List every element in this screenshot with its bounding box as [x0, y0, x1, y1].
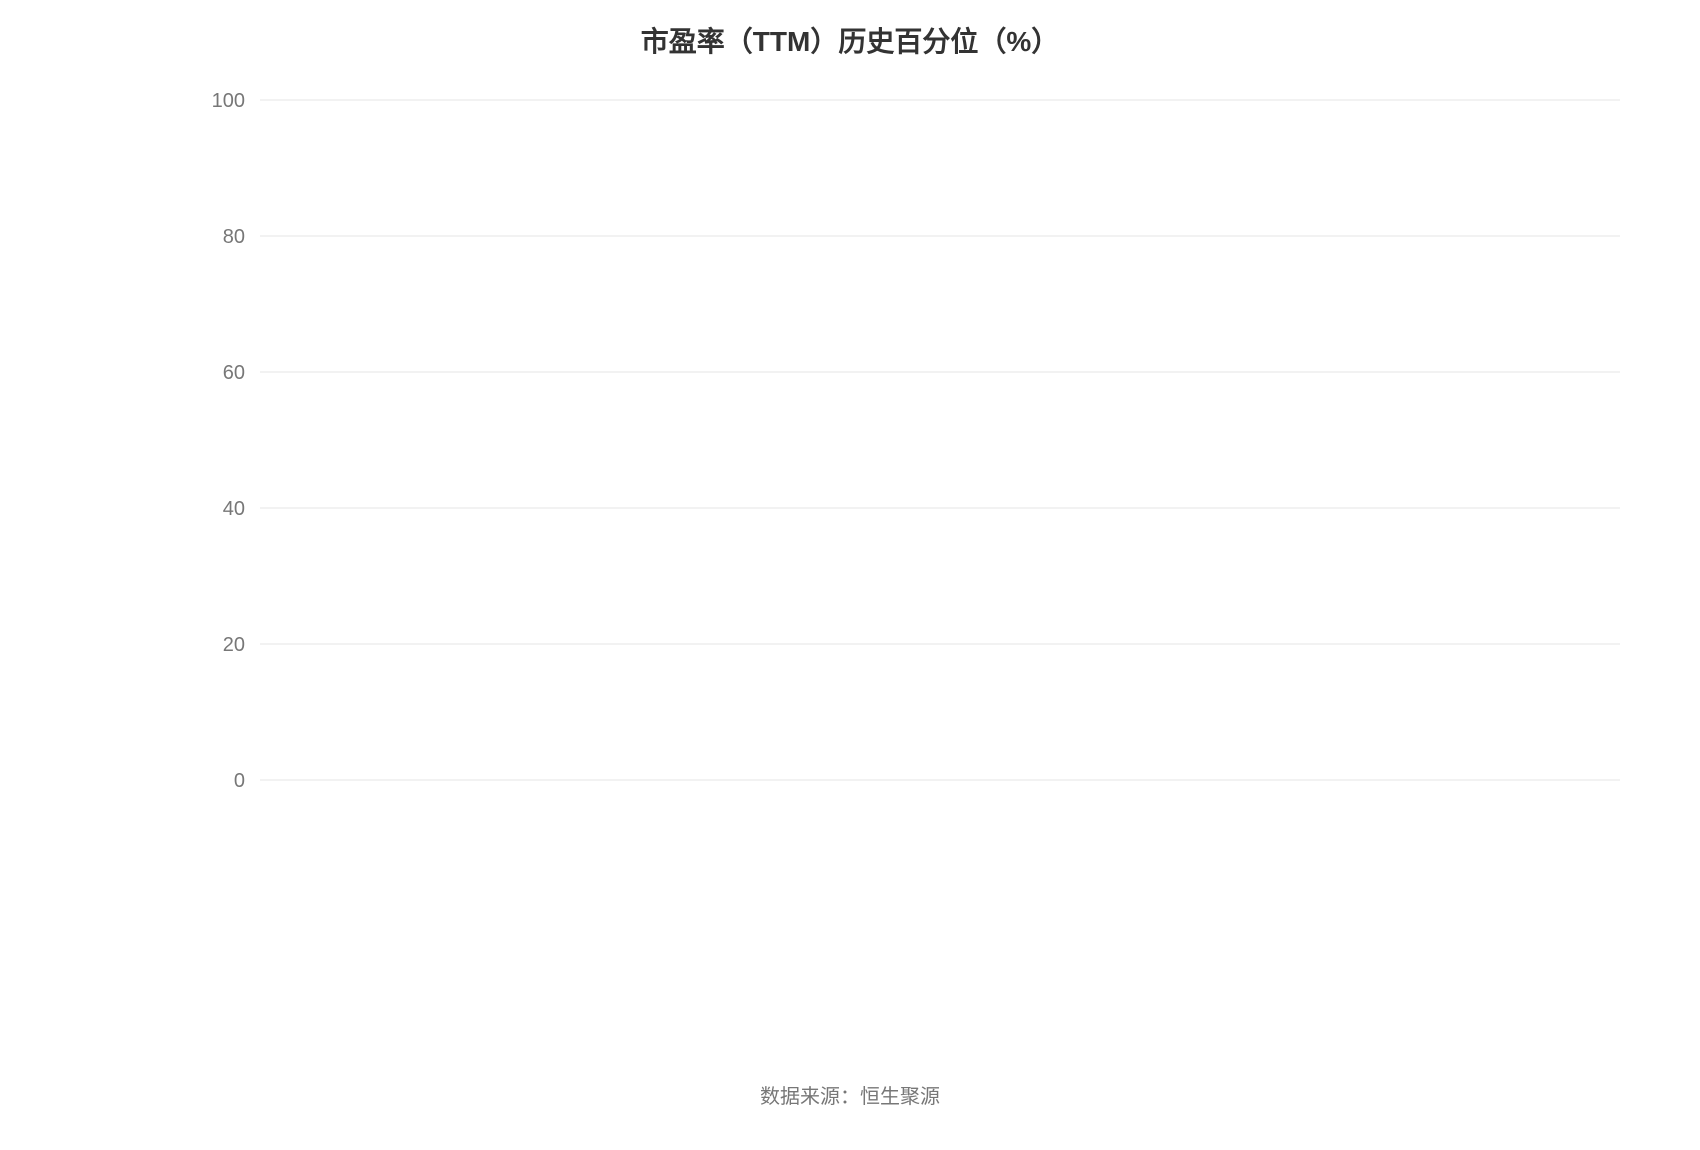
- chart-title: 市盈率（TTM）历史百分位（%）: [0, 20, 1700, 60]
- svg-text:20: 20: [223, 634, 245, 656]
- data-source-footer: 数据来源：恒生聚源: [0, 1080, 1700, 1109]
- svg-text:0: 0: [234, 770, 245, 792]
- chart-container: 市盈率（TTM）历史百分位（%） 0 20 40 60 80 100 数据来源：恒生聚源: [0, 0, 1700, 1150]
- svg-text:60: 60: [223, 362, 245, 384]
- plot-svg: 0 20 40 60 80 100: [180, 60, 1680, 930]
- svg-text:80: 80: [223, 226, 245, 248]
- svg-text:40: 40: [223, 498, 245, 520]
- svg-text:100: 100: [212, 90, 245, 112]
